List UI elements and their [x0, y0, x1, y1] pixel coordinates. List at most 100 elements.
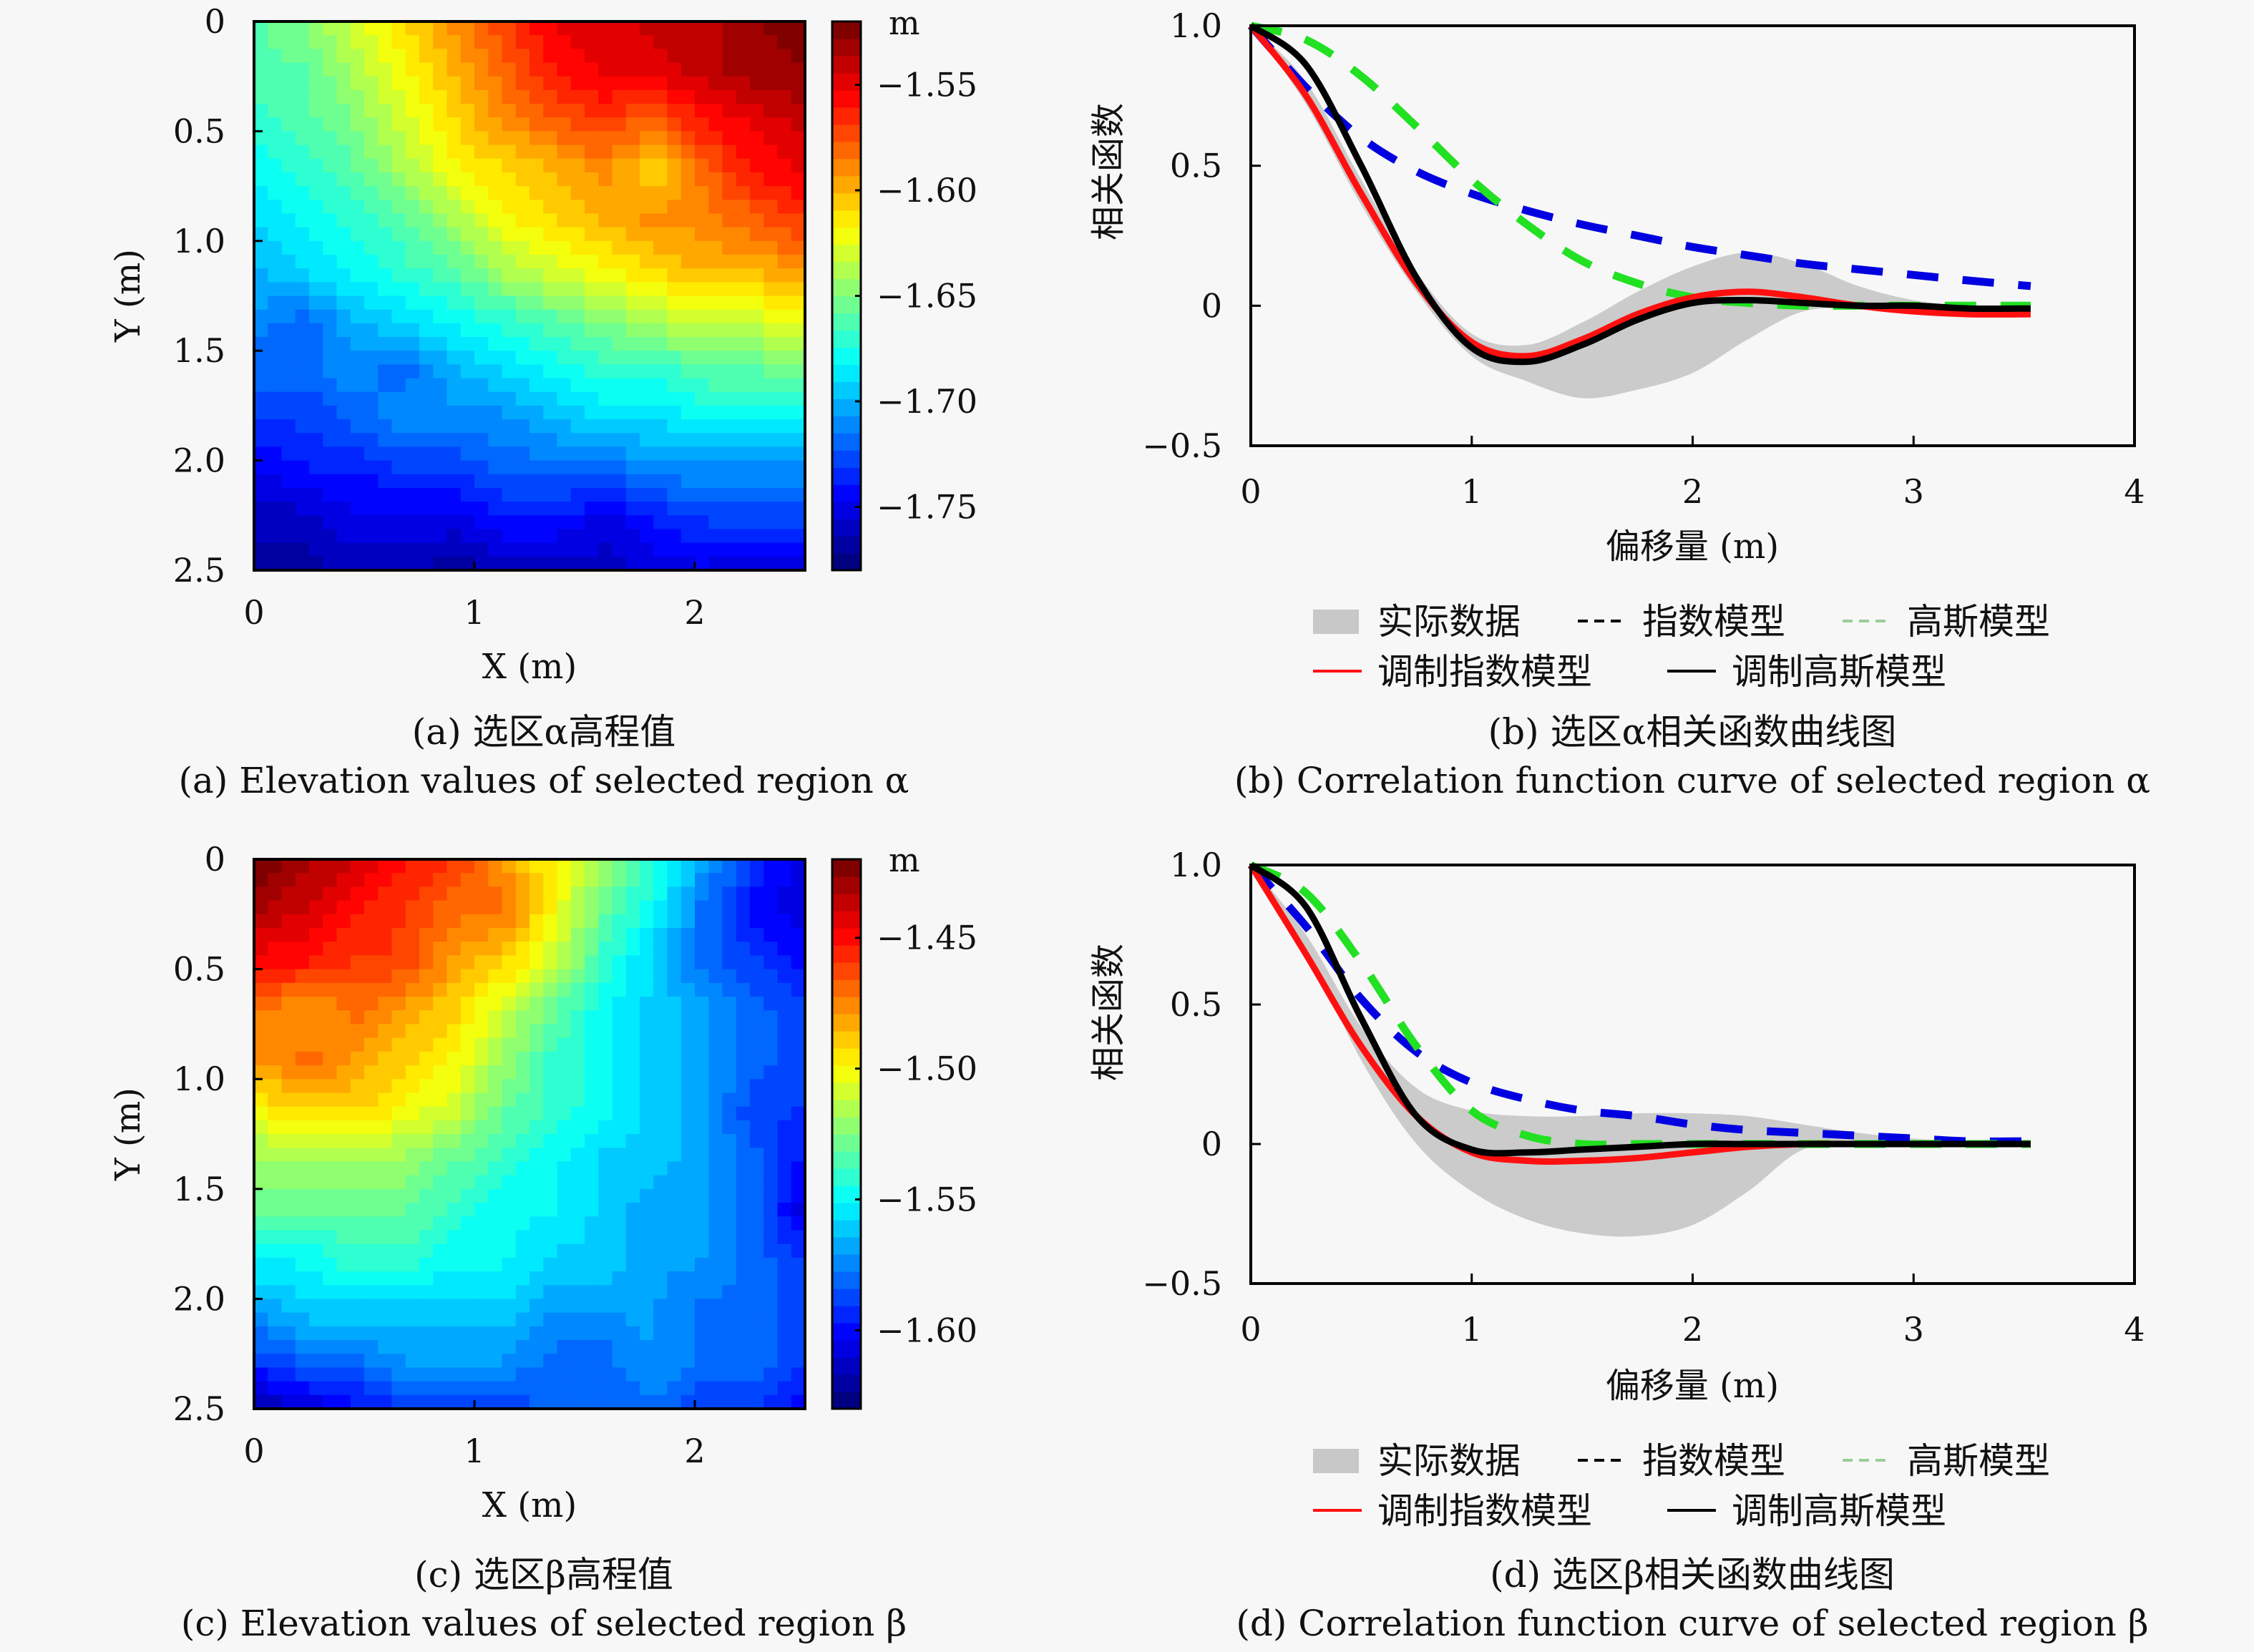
heatmap-cell	[750, 900, 764, 915]
heatmap-cell	[570, 1148, 585, 1162]
heatmap-cell	[488, 1079, 503, 1093]
heatmap-cell	[502, 337, 517, 351]
heatmap-cell	[750, 1037, 764, 1052]
heatmap-cell	[254, 997, 268, 1011]
heatmap-cell	[667, 460, 682, 475]
y-tick-label: −0.5	[1142, 1264, 1222, 1303]
heatmap-cell	[309, 35, 323, 49]
heatmap-cell	[281, 1326, 296, 1341]
heatmap-cell	[530, 474, 544, 489]
heatmap-cell	[612, 1010, 627, 1025]
legend-item: 指数模型	[1578, 601, 1785, 642]
heatmap-cell	[460, 1203, 475, 1217]
heatmap-cell	[502, 1079, 517, 1093]
heatmap-cell	[667, 364, 682, 379]
colorbar-swatch	[832, 519, 861, 537]
heatmap-cell	[474, 145, 489, 160]
heatmap-cell	[254, 1340, 268, 1354]
heatmap-cell	[474, 391, 489, 406]
heatmap-cell	[570, 309, 585, 324]
heatmap-cell	[612, 1257, 627, 1272]
heatmap-cell	[570, 982, 585, 997]
heatmap-cell	[295, 542, 310, 557]
heatmap-cell	[336, 1134, 351, 1148]
heatmap-cell	[336, 158, 351, 173]
heatmap-cell	[557, 1354, 572, 1368]
heatmap-cell	[391, 337, 406, 351]
heatmap-cell	[502, 487, 517, 502]
heatmap-cell	[750, 1024, 764, 1039]
heatmap-cell	[515, 1134, 530, 1148]
heatmap-cell	[791, 227, 806, 242]
heatmap-cell	[653, 405, 668, 420]
heatmap-cell	[543, 145, 558, 160]
heatmap-cell	[405, 351, 420, 365]
heatmap-cell	[391, 556, 406, 571]
heatmap-cell	[364, 227, 379, 242]
heatmap-cell	[791, 117, 806, 132]
heatmap-cell	[667, 942, 682, 956]
colorbar-swatch	[832, 945, 861, 963]
heatmap-cell	[530, 364, 544, 379]
heatmap-cell	[254, 1037, 268, 1052]
heatmap-cell	[708, 1120, 723, 1135]
heatmap-cell	[612, 1134, 627, 1148]
heatmap-cell	[640, 295, 654, 311]
heatmap-cell	[708, 1271, 723, 1286]
heatmap-cell	[254, 378, 268, 393]
heatmap-cell	[364, 914, 379, 929]
heatmap-cell	[598, 1093, 613, 1108]
heatmap-cell	[570, 1230, 585, 1245]
heatmap-cell	[350, 542, 365, 557]
heatmap-cell	[474, 515, 489, 530]
heatmap-cell	[405, 419, 420, 434]
heatmap-cell	[391, 460, 406, 475]
heatmap-cell	[570, 1203, 585, 1217]
heatmap-cell	[268, 487, 283, 502]
heatmap-cell	[570, 227, 585, 242]
heatmap-cell	[667, 997, 682, 1011]
heatmap-cell	[791, 89, 806, 104]
heatmap-cell	[323, 1037, 338, 1052]
heatmap-cell	[653, 213, 668, 228]
heatmap-cell	[460, 378, 475, 393]
heatmap-cell	[750, 1065, 764, 1080]
heatmap-cell	[281, 1148, 296, 1162]
heatmap-cell	[268, 1120, 283, 1135]
heatmap-cell	[653, 351, 668, 365]
heatmap-cell	[791, 502, 806, 516]
heatmap-cell	[598, 227, 613, 242]
heatmap-cell	[612, 364, 627, 379]
heatmap-cell	[447, 487, 462, 502]
heatmap-cell	[653, 969, 668, 984]
heatmap-cell	[447, 529, 462, 544]
heatmap-cell	[791, 1148, 806, 1162]
heatmap-cell	[750, 1175, 764, 1190]
legend-item: 高斯模型	[1843, 601, 2050, 642]
heatmap-cell	[791, 928, 806, 942]
heatmap-cell	[419, 1010, 434, 1025]
heatmap-cell	[433, 1188, 448, 1203]
heatmap-cell	[612, 982, 627, 997]
heatmap-cell	[791, 282, 806, 297]
heatmap-cell	[323, 914, 338, 929]
heatmap-cell	[350, 886, 365, 901]
colorbar-swatch	[832, 107, 861, 125]
heatmap-cell	[543, 1312, 558, 1327]
heatmap-cell	[460, 942, 475, 956]
heatmap-cell	[722, 1312, 737, 1327]
heatmap-cell	[391, 419, 406, 434]
heatmap-cell	[295, 1175, 310, 1190]
heatmap-cell	[336, 433, 351, 448]
heatmap-cell	[791, 309, 806, 324]
heatmap-cell	[530, 955, 544, 970]
heatmap-cell	[530, 1257, 544, 1272]
heatmap-cell	[612, 76, 627, 91]
heatmap-cell	[625, 1354, 640, 1368]
heatmap-cell	[488, 1106, 503, 1121]
heatmap-cell	[598, 309, 613, 324]
heatmap-cell	[750, 1203, 764, 1217]
heatmap-cell	[268, 378, 283, 393]
heatmap-cell	[515, 1093, 530, 1108]
heatmap-cell	[323, 172, 338, 187]
